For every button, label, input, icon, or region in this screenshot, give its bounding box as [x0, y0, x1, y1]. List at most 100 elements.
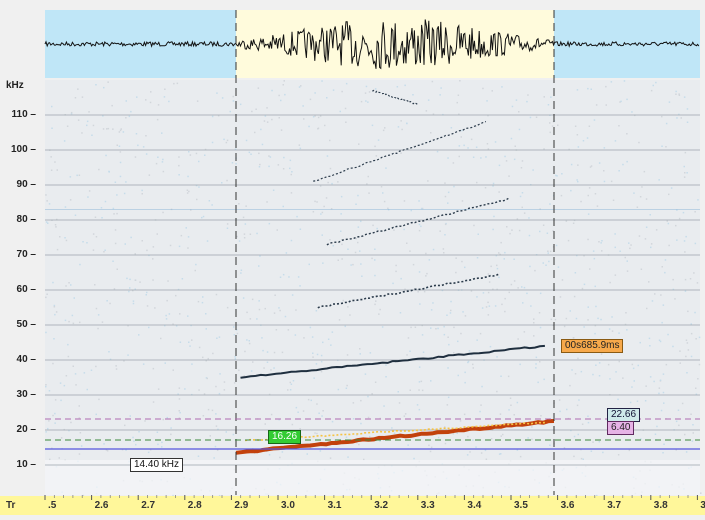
noise-speck — [475, 125, 477, 128]
noise-speck — [74, 373, 77, 375]
spectrogram-panel[interactable] — [45, 80, 700, 495]
noise-speck — [368, 91, 371, 93]
noise-speck — [289, 381, 291, 384]
noise-speck — [206, 240, 209, 242]
noise-speck — [569, 310, 571, 312]
noise-speck — [48, 390, 51, 392]
noise-speck — [187, 315, 189, 317]
noise-speck — [385, 364, 387, 366]
noise-speck — [258, 300, 260, 302]
noise-speck — [540, 415, 542, 417]
noise-speck — [593, 119, 596, 121]
noise-speck — [684, 433, 686, 436]
noise-speck — [46, 200, 48, 202]
noise-speck — [141, 193, 143, 195]
noise-speck — [311, 336, 314, 338]
noise-speck — [648, 337, 651, 340]
noise-speck — [129, 287, 131, 289]
noise-speck — [307, 398, 310, 401]
noise-speck — [486, 100, 488, 102]
noise-speck — [382, 192, 384, 194]
noise-speck — [79, 263, 81, 266]
noise-speck — [652, 84, 654, 87]
noise-speck — [464, 266, 466, 269]
noise-speck — [539, 326, 542, 329]
noise-speck — [601, 240, 603, 242]
noise-speck — [239, 103, 242, 106]
noise-speck — [45, 431, 47, 433]
noise-speck — [550, 96, 552, 98]
noise-speck — [161, 446, 163, 448]
noise-speck — [430, 380, 432, 382]
noise-speck — [439, 94, 441, 96]
noise-speck — [615, 371, 617, 373]
noise-speck — [332, 245, 334, 247]
noise-speck — [385, 167, 387, 169]
noise-speck — [460, 136, 462, 138]
noise-speck — [285, 252, 288, 254]
noise-speck — [603, 180, 606, 183]
noise-speck — [480, 404, 482, 406]
noise-speck — [498, 164, 501, 167]
noise-speck — [418, 366, 421, 368]
noise-speck — [439, 230, 441, 232]
noise-speck — [113, 288, 116, 290]
noise-speck — [511, 105, 514, 108]
noise-speck — [620, 100, 622, 103]
x-tick-label: 3.4 — [467, 500, 482, 511]
noise-speck — [205, 328, 207, 330]
noise-speck — [528, 217, 530, 219]
noise-speck — [119, 161, 122, 164]
noise-speck — [194, 269, 196, 272]
noise-speck — [480, 157, 482, 159]
noise-speck — [64, 319, 67, 322]
noise-speck — [692, 424, 694, 426]
noise-speck — [269, 156, 272, 158]
noise-speck — [95, 84, 97, 86]
noise-speck — [563, 325, 566, 328]
noise-speck — [309, 446, 312, 449]
noise-speck — [198, 346, 201, 349]
noise-speck — [432, 248, 435, 251]
noise-speck — [275, 329, 278, 331]
y-unit-label: kHz — [6, 80, 24, 91]
noise-speck — [518, 111, 520, 113]
noise-speck — [400, 120, 402, 122]
noise-speck — [559, 410, 561, 413]
noise-speck — [225, 141, 228, 144]
noise-speck — [341, 258, 343, 260]
noise-speck — [508, 175, 510, 177]
noise-speck — [587, 194, 589, 197]
noise-speck — [646, 307, 648, 310]
noise-speck — [345, 121, 347, 123]
noise-speck — [135, 133, 138, 135]
noise-speck — [330, 208, 333, 210]
noise-speck — [555, 174, 557, 177]
noise-speck — [410, 326, 412, 329]
noise-speck — [63, 384, 66, 387]
noise-speck — [125, 449, 127, 451]
noise-speck — [697, 378, 699, 380]
harmonic-2 — [240, 344, 545, 379]
noise-speck — [302, 105, 304, 107]
noise-speck — [374, 303, 376, 306]
noise-speck — [594, 324, 597, 327]
noise-speck — [266, 201, 268, 203]
noise-speck — [444, 182, 446, 184]
noise-speck — [576, 89, 579, 91]
noise-speck — [202, 215, 205, 218]
noise-speck — [566, 408, 568, 411]
noise-speck — [250, 153, 252, 155]
noise-speck — [488, 305, 491, 307]
noise-speck — [589, 166, 592, 168]
noise-speck — [650, 246, 652, 249]
noise-speck — [505, 160, 508, 162]
noise-speck — [684, 151, 687, 154]
noise-speck — [660, 409, 663, 412]
noise-speck — [124, 424, 126, 427]
noise-speck — [639, 341, 641, 344]
noise-speck — [340, 195, 343, 198]
noise-speck — [608, 328, 611, 330]
